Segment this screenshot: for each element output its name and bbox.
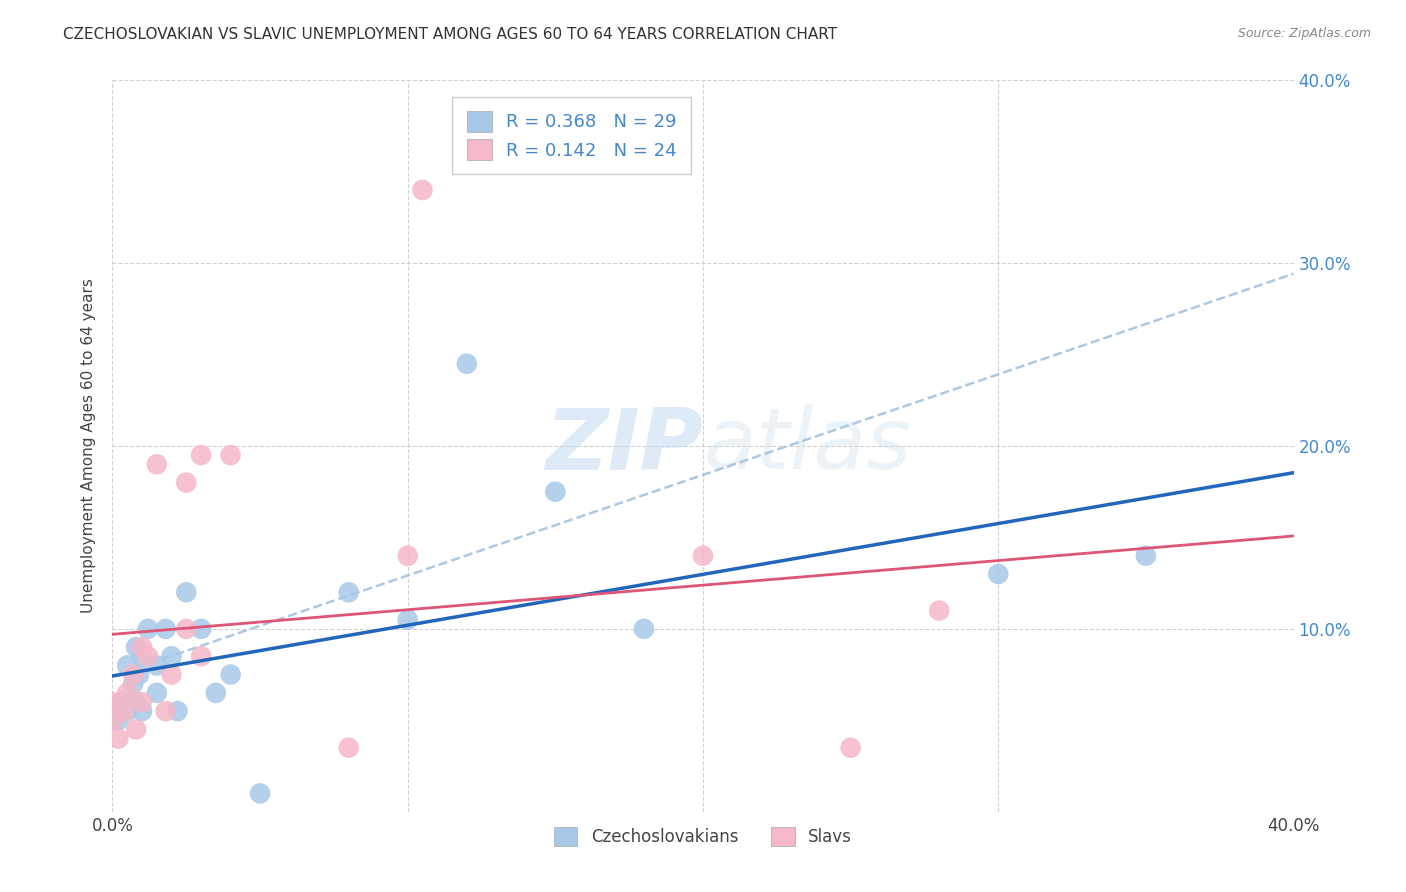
- Point: [174, 622, 197, 636]
- Point: [117, 658, 138, 673]
- Point: [131, 649, 153, 664]
- Point: [219, 667, 242, 681]
- Point: [131, 695, 153, 709]
- Point: [174, 585, 197, 599]
- Point: [122, 676, 145, 690]
- Point: [205, 686, 228, 700]
- Text: CZECHOSLOVAKIAN VS SLAVIC UNEMPLOYMENT AMONG AGES 60 TO 64 YEARS CORRELATION CHA: CZECHOSLOVAKIAN VS SLAVIC UNEMPLOYMENT A…: [63, 27, 838, 42]
- Point: [136, 622, 159, 636]
- Point: [839, 740, 862, 755]
- Point: [190, 448, 212, 462]
- Point: [1135, 549, 1157, 563]
- Text: Source: ZipAtlas.com: Source: ZipAtlas.com: [1237, 27, 1371, 40]
- Point: [125, 640, 148, 655]
- Point: [249, 787, 271, 801]
- Point: [107, 731, 129, 746]
- Point: [190, 649, 212, 664]
- Legend: Czechoslovakians, Slavs: Czechoslovakians, Slavs: [546, 819, 860, 855]
- Y-axis label: Unemployment Among Ages 60 to 64 years: Unemployment Among Ages 60 to 64 years: [80, 278, 96, 614]
- Point: [117, 704, 138, 718]
- Point: [131, 704, 153, 718]
- Point: [131, 640, 153, 655]
- Point: [396, 549, 419, 563]
- Point: [101, 714, 124, 728]
- Text: ZIP: ZIP: [546, 404, 703, 488]
- Point: [174, 475, 197, 490]
- Point: [987, 567, 1010, 582]
- Point: [219, 448, 242, 462]
- Point: [544, 484, 567, 499]
- Point: [125, 695, 148, 709]
- Point: [117, 686, 138, 700]
- Point: [155, 704, 177, 718]
- Text: atlas: atlas: [703, 404, 911, 488]
- Point: [166, 704, 188, 718]
- Point: [101, 704, 124, 718]
- Point: [125, 723, 148, 737]
- Point: [146, 686, 169, 700]
- Point: [128, 667, 150, 681]
- Point: [190, 622, 212, 636]
- Point: [112, 704, 135, 718]
- Point: [122, 667, 145, 681]
- Point: [411, 183, 433, 197]
- Point: [692, 549, 714, 563]
- Point: [396, 613, 419, 627]
- Point: [146, 658, 169, 673]
- Point: [928, 603, 950, 617]
- Point: [337, 740, 360, 755]
- Point: [456, 357, 478, 371]
- Point: [146, 457, 169, 471]
- Point: [136, 649, 159, 664]
- Point: [155, 622, 177, 636]
- Point: [110, 695, 132, 709]
- Point: [101, 695, 124, 709]
- Point: [160, 649, 183, 664]
- Point: [160, 667, 183, 681]
- Point: [107, 714, 129, 728]
- Point: [633, 622, 655, 636]
- Point: [337, 585, 360, 599]
